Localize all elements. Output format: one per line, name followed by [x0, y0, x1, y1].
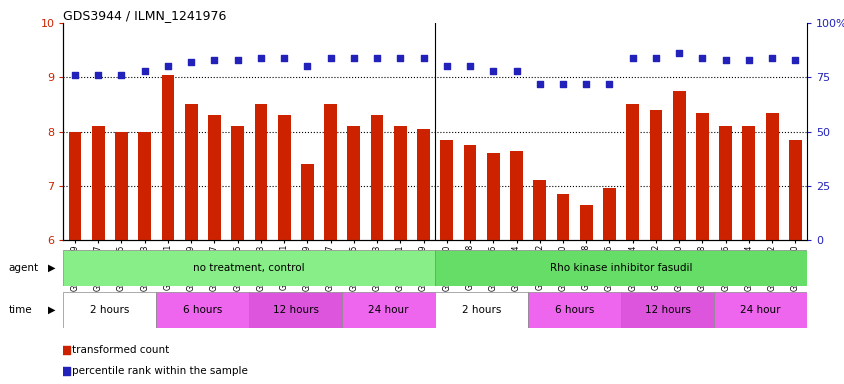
- Point: [68, 72, 82, 78]
- Point: [323, 55, 337, 61]
- Point: [718, 57, 732, 63]
- Point: [277, 55, 290, 61]
- Point: [370, 55, 383, 61]
- Bar: [161, 74, 174, 240]
- Point: [625, 55, 639, 61]
- Bar: [249, 292, 342, 328]
- Bar: [603, 189, 615, 240]
- Bar: [417, 129, 430, 240]
- Bar: [486, 153, 499, 240]
- Bar: [440, 140, 452, 240]
- Bar: [115, 131, 127, 240]
- Bar: [649, 110, 662, 240]
- Bar: [342, 292, 435, 328]
- Point: [300, 63, 314, 70]
- Text: 6 hours: 6 hours: [183, 305, 222, 315]
- Bar: [185, 104, 197, 240]
- Bar: [278, 115, 290, 240]
- Bar: [231, 126, 244, 240]
- Point: [161, 63, 175, 70]
- Bar: [435, 292, 528, 328]
- Point: [184, 59, 197, 65]
- Bar: [324, 104, 337, 240]
- Point: [787, 57, 801, 63]
- Bar: [556, 194, 569, 240]
- Text: 24 hour: 24 hour: [368, 305, 408, 315]
- Bar: [510, 151, 522, 240]
- Bar: [742, 126, 755, 240]
- Bar: [92, 126, 105, 240]
- Point: [60, 347, 73, 353]
- Bar: [620, 292, 713, 328]
- Text: no treatment, control: no treatment, control: [193, 263, 305, 273]
- Bar: [63, 292, 156, 328]
- Bar: [463, 145, 476, 240]
- Point: [254, 55, 268, 61]
- Point: [393, 55, 407, 61]
- Point: [602, 81, 615, 87]
- Point: [230, 57, 244, 63]
- Text: Rho kinase inhibitor fasudil: Rho kinase inhibitor fasudil: [549, 263, 691, 273]
- Text: 6 hours: 6 hours: [555, 305, 593, 315]
- Bar: [579, 205, 592, 240]
- Point: [555, 81, 569, 87]
- Text: 2 hours: 2 hours: [90, 305, 129, 315]
- Bar: [718, 126, 731, 240]
- Point: [440, 63, 453, 70]
- Text: percentile rank within the sample: percentile rank within the sample: [73, 366, 248, 376]
- Point: [486, 68, 500, 74]
- Bar: [393, 126, 406, 240]
- Bar: [533, 180, 545, 240]
- Point: [579, 81, 592, 87]
- Text: ▶: ▶: [48, 305, 56, 315]
- Point: [60, 368, 73, 374]
- Point: [463, 63, 476, 70]
- Bar: [371, 115, 383, 240]
- Point: [208, 57, 221, 63]
- Bar: [138, 131, 151, 240]
- Text: GDS3944 / ILMN_1241976: GDS3944 / ILMN_1241976: [63, 9, 226, 22]
- Bar: [347, 126, 360, 240]
- Text: ▶: ▶: [48, 263, 56, 273]
- Bar: [672, 91, 684, 240]
- Point: [533, 81, 546, 87]
- Bar: [68, 131, 81, 240]
- Bar: [788, 140, 801, 240]
- Point: [695, 55, 708, 61]
- Text: 2 hours: 2 hours: [462, 305, 500, 315]
- Point: [138, 68, 151, 74]
- Bar: [695, 113, 708, 240]
- Point: [672, 50, 685, 56]
- Bar: [254, 104, 267, 240]
- Text: transformed count: transformed count: [73, 345, 170, 355]
- Point: [648, 55, 662, 61]
- Point: [91, 72, 105, 78]
- Text: 24 hour: 24 hour: [739, 305, 780, 315]
- Text: 12 hours: 12 hours: [644, 305, 690, 315]
- Point: [765, 55, 778, 61]
- Bar: [625, 104, 638, 240]
- Bar: [765, 113, 777, 240]
- Point: [509, 68, 522, 74]
- Text: time: time: [8, 305, 32, 315]
- Bar: [300, 164, 313, 240]
- Bar: [713, 292, 806, 328]
- Point: [347, 55, 360, 61]
- Text: agent: agent: [8, 263, 39, 273]
- Text: 12 hours: 12 hours: [273, 305, 318, 315]
- Bar: [528, 292, 620, 328]
- Bar: [435, 250, 806, 286]
- Bar: [208, 115, 220, 240]
- Point: [115, 72, 128, 78]
- Point: [741, 57, 755, 63]
- Bar: [156, 292, 249, 328]
- Bar: [63, 250, 435, 286]
- Point: [416, 55, 430, 61]
